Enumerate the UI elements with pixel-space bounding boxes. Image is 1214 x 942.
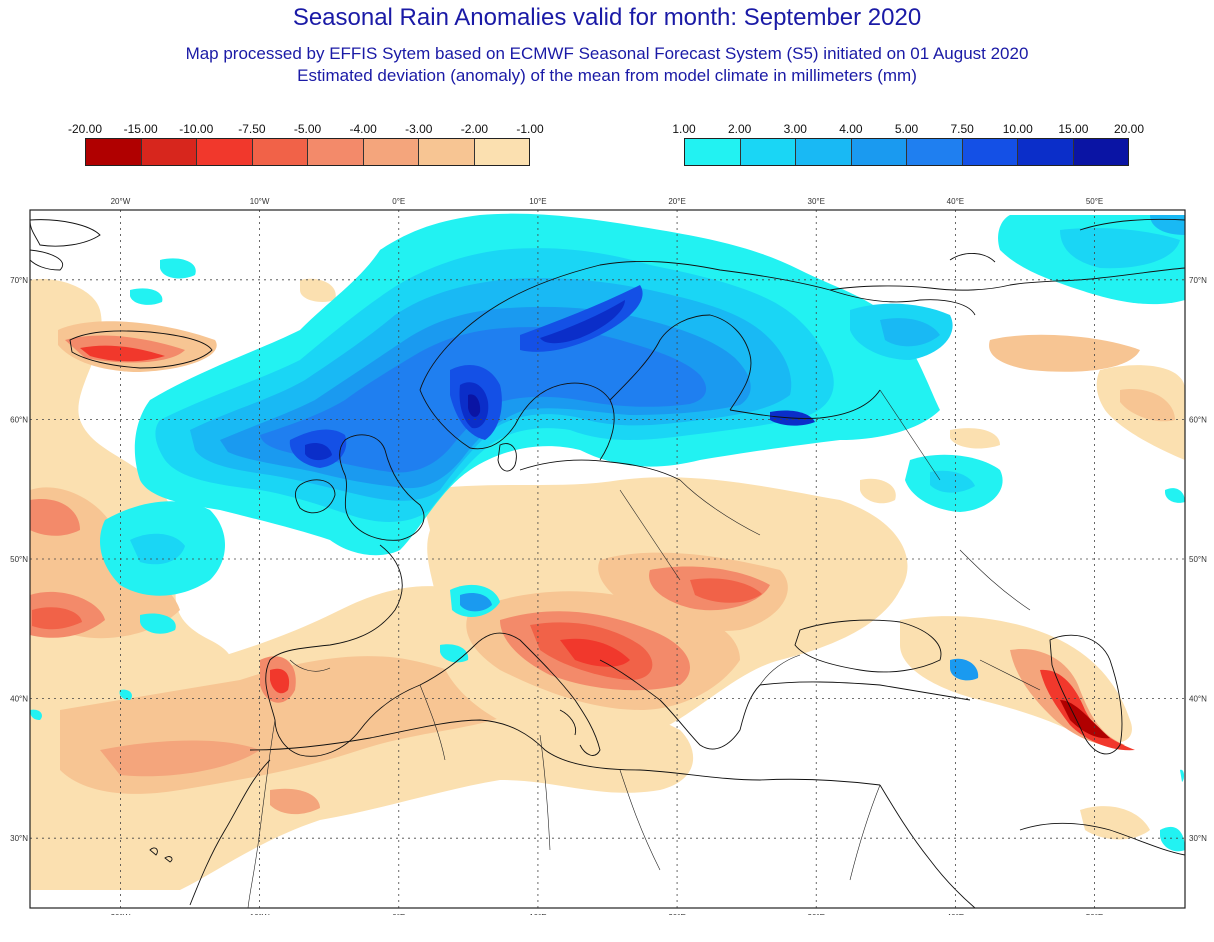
legend-negative-swatch [197, 139, 253, 165]
map-subtitle: Map processed by EFFIS Sytem based on EC… [185, 44, 1029, 63]
latitude-labels-left: 70°N 60°N 50°N 40°N 30°N [10, 276, 28, 843]
legend-positive-swatch [962, 139, 1018, 165]
legend-negative-label: -2.00 [460, 122, 489, 136]
legend-negative-label: -5.00 [293, 122, 322, 136]
anomaly-fields [30, 213, 1185, 890]
legend-negative-label: -1.00 [516, 122, 544, 136]
latitude-label: 60°N [1189, 415, 1207, 424]
anomaly-map[interactable]: 20°W 10°W 0°E 10°E 20°E 30°E 40°E 50°E 20°W 10°W… [0, 190, 1214, 922]
legend-negative-label: -7.50 [238, 122, 266, 136]
legend-positive-swatch [1018, 139, 1074, 165]
legend-positive-label: 10.00 [1002, 122, 1033, 136]
longitude-label: 30°E [808, 197, 825, 206]
longitude-label: 20°W [111, 197, 131, 206]
legend-positive-colorbar [684, 138, 1129, 166]
map-title: Seasonal Rain Anomalies valid for month:… [292, 4, 922, 31]
legend-positive-swatch [1073, 139, 1128, 165]
legend-positive-swatch [851, 139, 907, 165]
legend-negative: -20.00 -15.00 -10.00 -7.50 -5.00 -4.00 -3.00 -2… [68, 122, 544, 166]
longitude-label: 20°E [668, 197, 685, 206]
longitude-label: 50°E [1086, 913, 1103, 915]
latitude-labels-right: 70°N 60°N 50°N 40°N 30°N [1189, 276, 1207, 843]
legend-negative-swatch [363, 139, 419, 165]
legend-negative-label: -20.00 [67, 122, 103, 136]
longitude-label: 10°E [529, 197, 546, 206]
map-subtitle-units: Estimated deviation (anomaly) of the mea… [297, 66, 917, 85]
legend-positive: 1.00 2.00 3.00 4.00 5.00 7.50 10.00 15.00 20.00 [672, 122, 1144, 166]
legend-negative-colorbar [85, 138, 530, 166]
legend-positive-swatch [685, 139, 741, 165]
legend-negative-swatch [308, 139, 364, 165]
latitude-label: 70°N [1189, 276, 1207, 285]
legend-positive-label: 4.00 [839, 122, 863, 136]
legend-positive-label: 3.00 [783, 122, 807, 136]
longitude-label: 0°E [392, 913, 405, 915]
longitude-label: 10°W [250, 913, 270, 915]
longitude-label: 40°E [947, 913, 964, 915]
map-panel[interactable]: 20°W 10°W 0°E 10°E 20°E 30°E 40°E 50°E 20°W 10°W… [0, 190, 1214, 922]
legend-positive-swatch [907, 139, 963, 165]
longitude-label: 0°E [392, 197, 405, 206]
wet-anomaly-areas [30, 213, 1185, 852]
graticule [30, 210, 1185, 908]
longitude-label: 10°E [529, 913, 546, 915]
legend-positive-swatch [796, 139, 852, 165]
legend-negative-labels: -20.00 -15.00 -10.00 -7.50 -5.00 -4.00 -3.00 -2… [68, 122, 544, 138]
latitude-label: 40°N [1189, 695, 1207, 704]
legend-positive-label: 20.00 [1113, 122, 1145, 136]
legend-negative-swatch [86, 139, 142, 165]
longitude-label: 30°E [808, 913, 825, 915]
latitude-label: 30°N [1189, 834, 1207, 843]
longitude-labels-top: 20°W 10°W 0°E 10°E 20°E 30°E 40°E 50°E [111, 197, 1104, 206]
legend-negative-swatch [141, 139, 197, 165]
legend-negative-label: -15.00 [123, 122, 158, 136]
latitude-label: 50°N [10, 555, 28, 564]
latitude-label: 30°N [10, 834, 28, 843]
country-borders [247, 389, 1041, 908]
legend-positive-label: 2.00 [727, 122, 752, 136]
dry-anomaly-areas [30, 278, 1185, 890]
longitude-labels-bottom: 20°W 10°W 0°E 10°E 20°E 30°E 40°E 50°E [111, 913, 1104, 922]
legend-positive-label: 7.50 [950, 122, 974, 136]
legend-positive-label: 15.00 [1058, 122, 1089, 136]
legend-negative-label: -3.00 [405, 122, 433, 136]
legend-negative-swatch [419, 139, 475, 165]
legend-negative-swatch [252, 139, 308, 165]
legend-positive-label: 1.00 [672, 122, 696, 136]
latitude-label: 40°N [10, 695, 28, 704]
longitude-label: 20°E [668, 913, 685, 915]
legend-negative-label: -10.00 [179, 122, 214, 136]
legend-positive-label: 5.00 [894, 122, 919, 136]
legend-positive-labels: 1.00 2.00 3.00 4.00 5.00 7.50 10.00 15.00 20.00 [672, 122, 1144, 138]
latitude-label: 60°N [10, 415, 28, 424]
longitude-label: 40°E [947, 197, 964, 206]
legend-negative-label: -4.00 [349, 122, 377, 136]
legend-negative-swatch [474, 139, 529, 165]
latitude-label: 50°N [1189, 555, 1207, 564]
latitude-label: 70°N [10, 276, 28, 285]
longitude-label: 20°W [111, 913, 131, 915]
longitude-label: 10°W [250, 197, 270, 206]
longitude-label: 50°E [1086, 197, 1103, 206]
map-frame [29, 209, 1186, 909]
coastlines [30, 218, 1185, 908]
legend-positive-swatch [740, 139, 796, 165]
